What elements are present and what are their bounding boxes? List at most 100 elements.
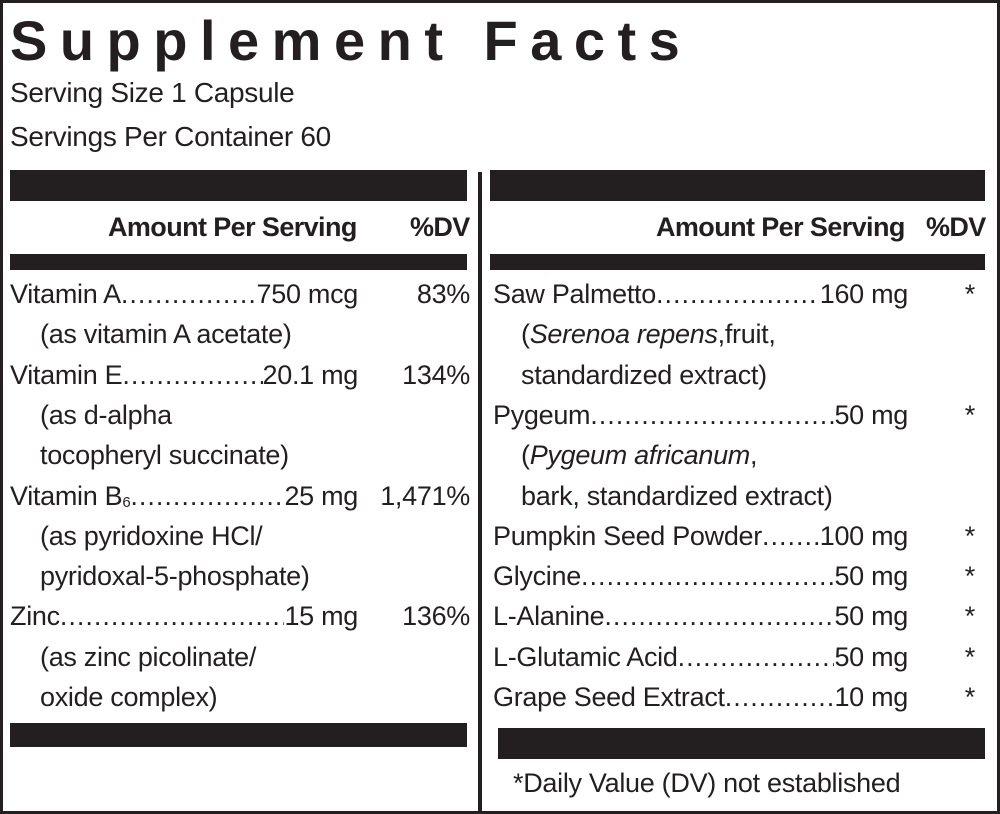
nutrient-name: Pumpkin Seed Powder (493, 516, 762, 556)
nutrient-row: Saw Palmetto............................… (493, 274, 908, 314)
right-bottom-bar (498, 728, 985, 759)
nutrient-note: standardized extract) (521, 355, 767, 395)
nutrient-amount: 25 mg (284, 480, 358, 511)
right-dv-header: %DV (926, 212, 986, 242)
nutrient-name-text: Glycine (493, 561, 581, 592)
note-text: (as vitamin A acetate) (40, 319, 292, 350)
dot-leader: ........................................… (122, 359, 262, 390)
nutrient-dv: * (964, 561, 976, 592)
nutrient-amount: 50 mg (834, 641, 908, 672)
nutrient-name: Saw Palmetto (493, 274, 656, 314)
nutrient-note: (as d-alpha (40, 395, 172, 435)
dot-leader: ........................................… (655, 279, 820, 309)
nutrient-name: Grape Seed Extract (493, 677, 725, 717)
nutrient-dv: * (964, 641, 976, 672)
nutrient-amount: 15 mg (284, 601, 358, 632)
note-text: pyridoxal-5-phosphate) (40, 561, 310, 592)
nutrient-amount: 50 mg (834, 399, 908, 430)
nutrient-dv: * (964, 682, 976, 712)
nutrient-name: Glycine (493, 556, 581, 596)
dot-leader: ........................................… (580, 561, 835, 592)
nutrient-amount: 20.1 mg (262, 359, 359, 390)
dot-leader: ........................................… (130, 480, 285, 511)
nutrient-name: Vitamin E (10, 355, 123, 395)
note-text: Pygeum africanum (529, 440, 751, 471)
note-text: (as zinc picolinate/ (40, 641, 257, 672)
note-text: standardized extract) (521, 359, 767, 390)
nutrient-dv: * (964, 520, 976, 551)
nutrient-amount: 100 mg (819, 520, 909, 551)
nutrient-note: (as pyridoxine HCl/ (40, 516, 263, 556)
label-title: Supplement Facts (10, 9, 693, 72)
nutrient-dv: * (964, 279, 976, 309)
nutrient-name: L-Alanine (493, 596, 605, 636)
nutrient-dv: * (964, 601, 976, 632)
nutrient-row: Pumpkin Seed Powder ....................… (493, 516, 908, 556)
note-text: ,fruit, (717, 319, 776, 350)
nutrient-note: bark, standardized extract) (521, 476, 833, 516)
dot-leader: ........................................… (590, 399, 834, 430)
note-text: , (750, 440, 758, 471)
dot-leader: ........................................… (677, 641, 835, 672)
note-text: ( (521, 319, 530, 350)
nutrient-amount: 160 mg (819, 279, 909, 309)
nutrient-subscript: 6 (122, 493, 131, 511)
nutrient-amount: 50 mg (834, 561, 908, 592)
note-text: Serenoa repens (529, 319, 718, 350)
nutrient-name-text: Pumpkin Seed Powder (493, 520, 762, 551)
note-text: (as pyridoxine HCl/ (40, 520, 263, 551)
nutrient-row: Grape Seed Extract......................… (493, 677, 908, 717)
nutrient-name: Vitamin A (10, 274, 121, 314)
nutrient-amount: 10 mg (834, 682, 908, 712)
note-text: (as d-alpha (40, 399, 172, 430)
left-amount-header: Amount Per Serving (108, 212, 357, 242)
left-header-bar (10, 254, 467, 270)
right-amount-header: Amount Per Serving (656, 212, 905, 242)
note-text: tocopheryl succinate) (40, 440, 289, 471)
nutrient-name-text: Grape Seed Extract (493, 682, 725, 712)
nutrient-dv: 1,471% (380, 480, 470, 511)
nutrient-name: Vitamin B6 (10, 476, 131, 523)
nutrient-row: Pygeum .................................… (493, 395, 908, 435)
nutrient-row: Vitamin E...............................… (10, 355, 358, 395)
nutrient-dv: * (964, 399, 976, 430)
nutrient-note: (Serenoa repens,fruit, (521, 314, 776, 354)
dot-leader: ........................................… (724, 682, 835, 712)
nutrient-name: Pygeum (493, 395, 591, 435)
note-text: oxide complex) (40, 682, 218, 712)
left-dv-header: %DV (410, 212, 470, 242)
nutrient-note: tocopheryl succinate) (40, 435, 289, 475)
nutrient-name-text: L-Alanine (493, 601, 605, 632)
nutrient-name-text: Zinc (10, 601, 60, 632)
nutrient-name: L-Glutamic Acid (493, 637, 678, 677)
nutrient-row: L-Glutamic Acid ........................… (493, 637, 908, 677)
nutrient-dv: 134% (402, 359, 470, 390)
nutrient-name-text: Vitamin B (10, 480, 123, 511)
nutrient-row: Glycine.................................… (493, 556, 908, 596)
dot-leader: ........................................… (761, 520, 820, 551)
column-divider (478, 172, 482, 812)
nutrient-row: Vitamin A...............................… (10, 274, 358, 314)
note-text: ( (521, 440, 530, 471)
note-text: bark, standardized extract) (521, 480, 833, 511)
nutrient-dv: 136% (402, 601, 470, 632)
nutrient-note: pyridoxal-5-phosphate) (40, 556, 310, 596)
right-top-bar (490, 170, 985, 201)
serving-size: Serving Size 1 Capsule (10, 77, 295, 108)
left-top-bar (10, 170, 467, 201)
nutrient-note: (as vitamin A acetate) (40, 314, 292, 354)
dot-leader: ........................................… (120, 279, 257, 309)
dot-leader: ........................................… (604, 601, 834, 632)
nutrient-name-text: Saw Palmetto (493, 279, 656, 309)
nutrient-name-text: L-Glutamic Acid (493, 641, 678, 672)
nutrient-row: L-Alanine ..............................… (493, 596, 908, 636)
servings-per-container: Servings Per Container 60 (10, 121, 331, 152)
nutrient-amount: 750 mcg (256, 279, 359, 309)
nutrient-name-text: Vitamin E (10, 359, 123, 390)
nutrient-note: (as zinc picolinate/ (40, 637, 256, 677)
nutrient-note: (Pygeum africanum, (521, 435, 758, 475)
nutrient-name-text: Pygeum (493, 399, 591, 430)
left-bottom-bar (10, 723, 467, 747)
footnote: *Daily Value (DV) not established (513, 768, 901, 798)
